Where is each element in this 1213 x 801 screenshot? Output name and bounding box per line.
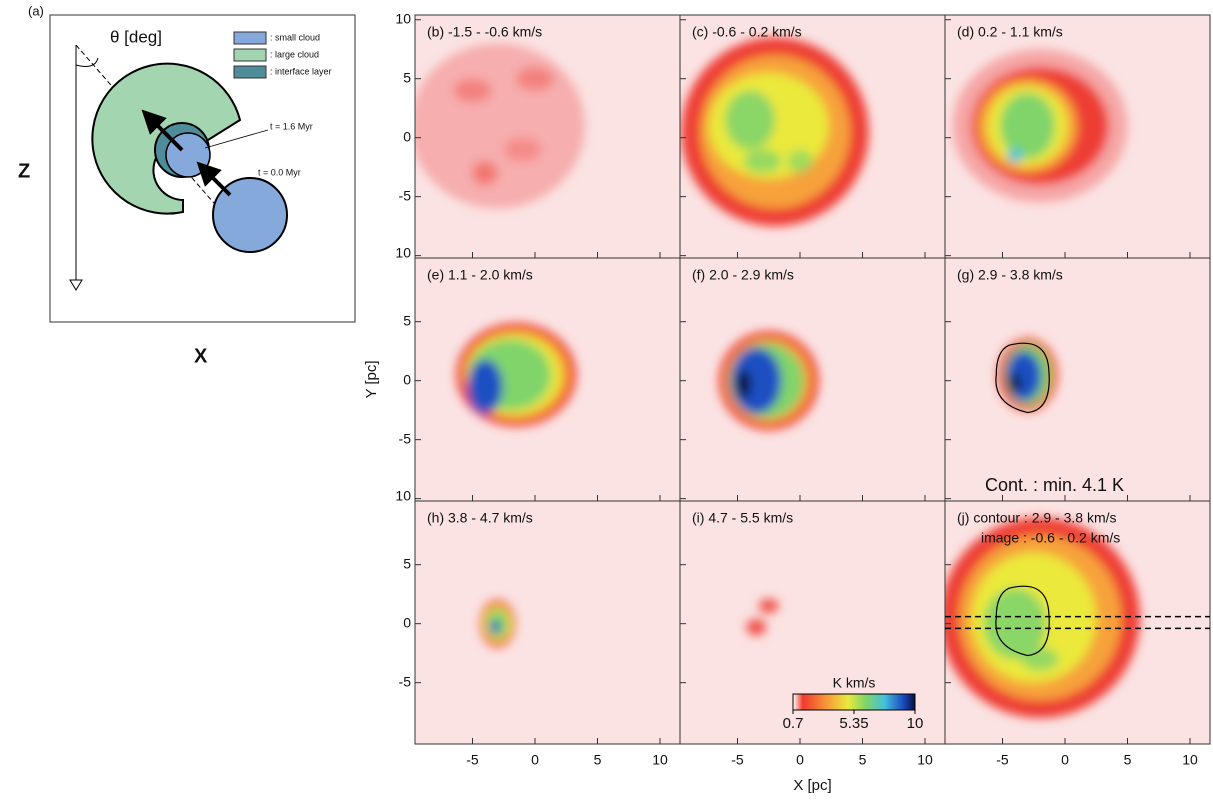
colorbar: [793, 694, 915, 710]
angle-label: θ [deg]: [110, 27, 162, 46]
emission: [681, 37, 869, 226]
x-label: X: [194, 345, 208, 367]
y-tick-label: 10: [395, 488, 411, 504]
map-panel: [415, 258, 680, 501]
x-tick-label: 5: [859, 752, 867, 768]
panel-label: (j) contour : 2.9 - 3.8 km/s: [957, 510, 1117, 526]
map-panel: [680, 258, 945, 501]
emission: [480, 600, 515, 647]
emission: [456, 323, 576, 427]
x-axis-label: X [pc]: [793, 777, 831, 794]
colorbar-tick-label: 5.35: [839, 715, 868, 732]
y-tick-label: -5: [399, 673, 412, 689]
emission-blob: [490, 620, 500, 634]
time-label: t = 1.6 Myr: [270, 121, 313, 131]
emission-blob: [1000, 93, 1055, 159]
x-tick-label: 10: [652, 752, 668, 768]
y-tick-label: 0: [403, 371, 411, 387]
x-tick-label: -5: [731, 752, 744, 768]
emission-blob: [504, 138, 542, 162]
panel-label: (f) 2.0 - 2.9 km/s: [692, 267, 794, 283]
panel-sublabel: image : -0.6 - 0.2 km/s: [981, 530, 1120, 546]
x-tick-label: -5: [466, 752, 479, 768]
emission-blob: [759, 599, 779, 613]
emission: [940, 518, 1140, 719]
x-tick-label: 10: [917, 752, 933, 768]
legend-label: : small cloud: [270, 32, 320, 42]
colorbar-tick-label: 10: [907, 715, 924, 732]
y-tick-label: 5: [403, 69, 411, 85]
legend-swatch: [234, 49, 266, 61]
y-tick-label: 5: [403, 312, 411, 328]
emission-blob: [788, 149, 813, 173]
y-axis-label: Y [pc]: [363, 360, 380, 398]
emission: [998, 338, 1058, 411]
legend-label: : large cloud: [270, 49, 319, 59]
map-panel: [415, 501, 680, 744]
y-tick-label: -5: [399, 430, 412, 446]
map-background: [945, 258, 1210, 501]
emission-blob: [725, 90, 775, 149]
emission-blob: [746, 619, 766, 636]
x-tick-label: 10: [1182, 752, 1198, 768]
emission-blob: [1009, 374, 1022, 393]
emission: [719, 331, 819, 430]
emission-blob: [744, 149, 782, 173]
panel-label: (a): [28, 3, 44, 18]
panel-label: (c) -0.6 - 0.2 km/s: [692, 24, 802, 40]
y-tick-label: 5: [403, 555, 411, 571]
y-tick-label: 0: [403, 128, 411, 144]
colorbar-label: K km/s: [833, 675, 876, 691]
panel-label: (i) 4.7 - 5.5 km/s: [692, 510, 793, 526]
map-background: [415, 501, 680, 744]
panel-label: (g) 2.9 - 3.8 km/s: [957, 267, 1063, 283]
contour-note: Cont. : min. 4.1 K: [985, 475, 1124, 495]
z-label: Z: [18, 160, 30, 182]
time-label: t = 0.0 Myr: [258, 167, 301, 177]
emission-blob: [468, 359, 503, 413]
legend-swatch: [234, 32, 266, 44]
emission: [953, 49, 1128, 202]
emission-blob: [410, 43, 585, 208]
emission-blob: [454, 79, 492, 103]
emission-blob: [1008, 148, 1023, 162]
y-tick-label: 0: [403, 614, 411, 630]
emission-blob: [516, 67, 554, 91]
panel-label: (d) 0.2 - 1.1 km/s: [957, 24, 1063, 40]
x-tick-label: 0: [531, 752, 539, 768]
map-panel: [945, 258, 1210, 501]
legend-label: : interface layer: [270, 66, 332, 76]
legend-swatch: [234, 66, 266, 78]
x-tick-label: 0: [796, 752, 804, 768]
emission-blob: [736, 370, 751, 398]
panel-label: (b) -1.5 - -0.6 km/s: [427, 24, 542, 40]
y-tick-label: -5: [399, 187, 412, 203]
y-tick-label: 10: [395, 245, 411, 261]
map-panel: [945, 15, 1210, 258]
maps: (b) -1.5 - -0.6 km/s 10 5 0 -5 10 (c) -0.6 - 0…: [363, 10, 1210, 794]
x-tick-label: 5: [594, 752, 602, 768]
colorbar-tick-label: 0.7: [783, 715, 804, 732]
x-tick-label: 0: [1061, 752, 1069, 768]
x-tick-label: -5: [996, 752, 1009, 768]
emission-blob: [473, 161, 498, 185]
panel-label: (h) 3.8 - 4.7 km/s: [427, 510, 533, 526]
emission: [410, 43, 585, 208]
map-panel: [410, 15, 680, 258]
y-tick-label: 10: [395, 10, 411, 26]
panel-label: (e) 1.1 - 2.0 km/s: [427, 267, 533, 283]
map-panel: [680, 15, 945, 258]
x-tick-label: 5: [1124, 752, 1132, 768]
figure: (a) θ [deg] t = 1.6 Myr t = 0.0 Myr Z X …: [0, 0, 1213, 796]
